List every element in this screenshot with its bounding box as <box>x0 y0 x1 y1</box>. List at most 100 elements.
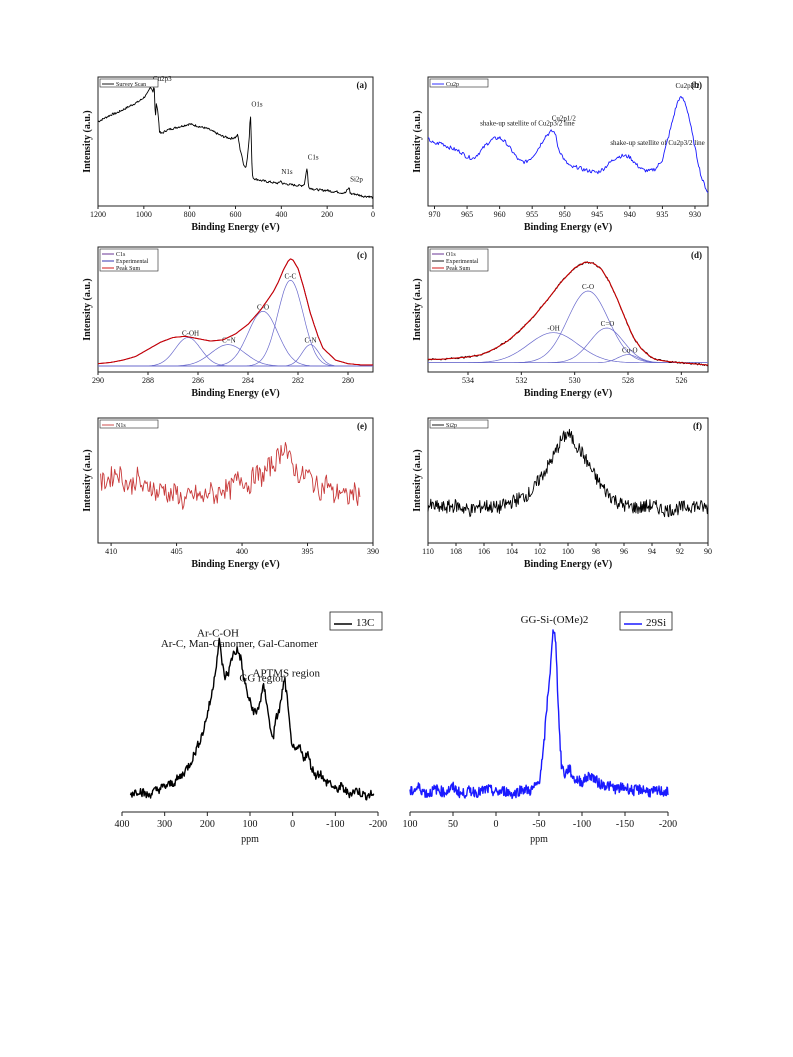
x-tick-label: 600 <box>230 210 242 219</box>
series-line-0 <box>129 637 375 801</box>
x-tick-label: -100 <box>573 819 591 830</box>
annotation-label: Ar-C, Man-Canomer, Gal-Canomer <box>161 638 318 650</box>
plot-frame <box>427 417 709 544</box>
y-axis-label: Intensity (a.u.) <box>412 449 423 512</box>
x-tick-label: 286 <box>192 376 204 385</box>
x-tick-label: 965 <box>461 210 473 219</box>
legend-box <box>429 419 489 429</box>
x-tick-label: 410 <box>105 547 117 556</box>
x-tick-label: 104 <box>506 547 518 556</box>
x-tick-label: 288 <box>142 376 154 385</box>
component-label: C=O <box>601 320 615 328</box>
x-axis-label: ppm <box>241 834 259 845</box>
legend-label: Survey Scan <box>116 82 146 88</box>
series-line-0 <box>100 442 361 510</box>
panel-label: (f) <box>693 421 702 431</box>
panel-label: (b) <box>691 80 702 90</box>
x-tick-label: -50 <box>532 819 545 830</box>
chart-b: 970 965 960 955 950 945 940 935 930 Binding Energ… <box>412 76 709 233</box>
x-tick-label: 532 <box>515 376 527 385</box>
y-axis-label: Intensity (a.u.) <box>82 278 93 341</box>
series-line-experimental <box>427 261 709 367</box>
x-tick-label: 100 <box>403 819 418 830</box>
legend-label: Peak Sum <box>446 266 471 272</box>
x-tick-label: 800 <box>184 210 196 219</box>
x-tick-label: 960 <box>494 210 506 219</box>
x-tick-label: 284 <box>242 376 254 385</box>
fit-component-Cu-O <box>428 354 708 364</box>
annotation-label: Cu2p3 <box>153 75 172 83</box>
component-label: -OH <box>547 325 559 333</box>
y-axis-label: Intensity (a.u.) <box>82 449 93 512</box>
x-tick-label: 0 <box>290 819 295 830</box>
legend-box <box>99 248 159 272</box>
series-line-0 <box>97 86 374 199</box>
x-tick-label: 395 <box>302 547 314 556</box>
x-tick-label: 290 <box>92 376 104 385</box>
x-tick-label: 50 <box>448 819 458 830</box>
annotation-label: Si2p <box>350 175 363 183</box>
annotation-label: N1s <box>281 168 293 176</box>
legend-label: Cu2p <box>446 82 459 88</box>
x-tick-label: 0 <box>371 210 375 219</box>
annotation-label: GG region <box>239 673 286 685</box>
panel-label: (e) <box>357 421 367 431</box>
plot-frame <box>97 417 374 544</box>
x-tick-label: 300 <box>157 819 172 830</box>
x-tick-label: 110 <box>422 547 434 556</box>
x-tick-label: 405 <box>171 547 183 556</box>
legend-box <box>99 419 159 429</box>
component-label: Cu-O <box>622 347 638 355</box>
annotation-label: shake-up satellite of Cu2p3/2 line <box>610 139 704 147</box>
x-tick-label: 400 <box>236 547 248 556</box>
annotation-label: C1s <box>308 154 319 162</box>
x-tick-label: 282 <box>292 376 304 385</box>
panel-label: (a) <box>357 80 368 90</box>
x-tick-label: -150 <box>616 819 634 830</box>
x-tick-label: 930 <box>689 210 701 219</box>
legend-box <box>329 611 383 631</box>
fit-component-C-N <box>98 344 373 367</box>
x-axis-label: ppm <box>530 834 548 845</box>
annotation-label: Cu2p3/2 <box>675 82 700 90</box>
annotation-label: shake-up satellite of Cu2p3/2 line <box>480 120 574 128</box>
x-tick-label: 528 <box>622 376 634 385</box>
x-tick-label: 1200 <box>90 210 106 219</box>
legend-box <box>619 611 673 631</box>
legend-box <box>99 78 159 88</box>
x-tick-label: 100 <box>243 819 258 830</box>
x-tick-label: 108 <box>450 547 462 556</box>
x-axis-label: Binding Energy (eV) <box>191 559 279 570</box>
series-line-experimental <box>97 258 373 366</box>
chart-f: 110 108 106 104 102 100 98 96 94 92 90 Binding Ener… <box>412 417 712 570</box>
panel-label: (c) <box>357 250 367 260</box>
y-axis-label: Intensity (a.u.) <box>82 110 93 173</box>
x-tick-label: -200 <box>659 819 677 830</box>
x-tick-label: 935 <box>656 210 668 219</box>
fit-component-C=N <box>98 344 373 367</box>
x-tick-label: 400 <box>115 819 130 830</box>
x-tick-label: 0 <box>494 819 499 830</box>
legend-label: O1s <box>446 252 456 258</box>
fit-component--OH <box>428 332 708 364</box>
x-tick-label: 100 <box>562 547 574 556</box>
x-axis-label: Binding Energy (eV) <box>191 388 279 399</box>
legend-box <box>429 248 489 272</box>
x-axis-label: Binding Energy (eV) <box>191 222 279 233</box>
series-line-peak-sum <box>428 261 709 366</box>
x-tick-label: 96 <box>620 547 628 556</box>
x-tick-label: 102 <box>534 547 546 556</box>
x-tick-label: 526 <box>675 376 687 385</box>
x-tick-label: 950 <box>559 210 571 219</box>
chart-29Si: 100 50 0 -50 -100 -150 -200 ppm GG-Si-(OMe)2 29Si <box>403 611 677 845</box>
x-tick-label: 400 <box>275 210 287 219</box>
plot-frame <box>427 246 709 373</box>
legend-label: N1s <box>116 423 126 429</box>
x-axis-label: Binding Energy (eV) <box>524 388 612 399</box>
annotation-label: O1s <box>251 101 263 109</box>
fit-component-C-C <box>98 279 373 367</box>
component-label: C-OH <box>182 329 199 337</box>
x-tick-label: -100 <box>326 819 344 830</box>
